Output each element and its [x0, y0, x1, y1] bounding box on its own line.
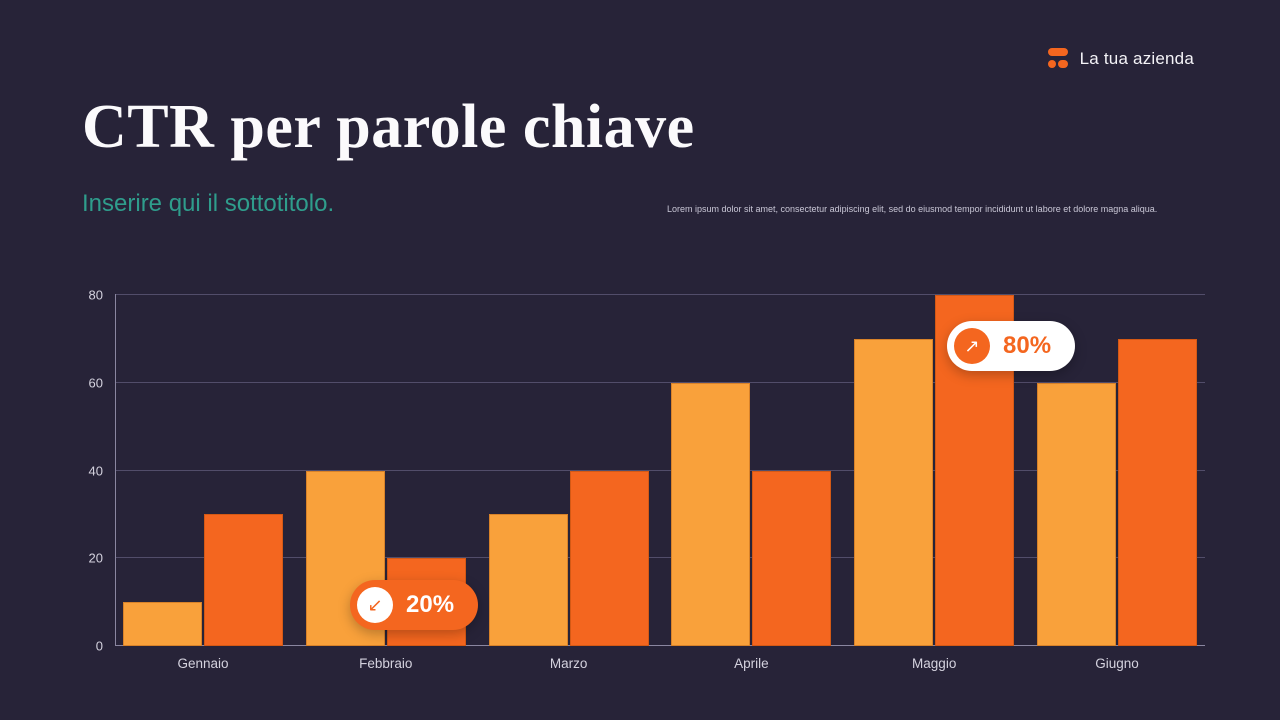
bar-group-giugno: Giugno	[1036, 295, 1197, 671]
annotation-badge-decrease: ↙ 20%	[350, 580, 479, 630]
header: La tua azienda	[1044, 48, 1194, 70]
subtitle: Inserire qui il sottotitolo.	[82, 190, 335, 217]
gridline-40	[115, 469, 1205, 471]
x-tick-label-febbraio: Febbraio	[359, 656, 413, 671]
y-tick-label-60: 60	[88, 375, 103, 391]
x-tick-label-marzo: Marzo	[549, 656, 588, 671]
bar-group-marzo: Marzo	[488, 295, 649, 671]
bar-serie-scura-aprile	[752, 470, 832, 646]
bar-serie-chiara-maggio	[854, 338, 934, 646]
bar-serie-scura-marzo	[569, 470, 649, 646]
y-tick-label-80: 80	[88, 287, 103, 303]
bar-serie-chiara-giugno	[1036, 382, 1116, 646]
page-title: CTR per parole chiave	[82, 93, 695, 161]
bar-group-aprile: Aprile	[671, 295, 832, 671]
description-text: Lorem ipsum dolor sit amet, consectetur …	[667, 204, 1158, 214]
arrow-up-right-icon: ↗	[954, 328, 990, 364]
x-tick-label-giugno: Giugno	[1095, 656, 1139, 671]
bar-serie-chiara-marzo	[488, 514, 568, 646]
company-logo-icon	[1044, 48, 1070, 70]
y-tick-label-20: 20	[88, 550, 103, 566]
bar-group-gennaio: Gennaio	[123, 295, 283, 671]
bar-serie-chiara-gennaio	[123, 602, 202, 646]
gridline-0	[115, 645, 1205, 646]
gridline-60	[115, 381, 1205, 383]
x-tick-label-maggio: Maggio	[912, 656, 957, 671]
y-tick-label-0: 0	[95, 638, 103, 654]
x-tick-label-gennaio: Gennaio	[177, 656, 229, 671]
y-axis-line	[115, 294, 116, 646]
annotation-badge-increase: ↗ 80%	[947, 321, 1076, 371]
annotation-label: 20%	[406, 591, 455, 618]
y-tick-label-40: 40	[88, 463, 103, 478]
bar-serie-scura-giugno	[1117, 338, 1197, 646]
bar-serie-chiara-aprile	[671, 382, 751, 646]
bar-chart: 0 20 40 60 80 Gennaio Febbraio Marzo Aprile Magg…	[89, 288, 1205, 671]
gridline-20	[115, 557, 1205, 559]
x-tick-label-aprile: Aprile	[734, 656, 769, 671]
annotation-label: 80%	[1003, 332, 1052, 359]
gridline-80	[115, 294, 1205, 295]
company-name: La tua azienda	[1079, 49, 1194, 68]
bar-serie-scura-gennaio	[204, 514, 283, 646]
arrow-down-left-icon: ↙	[357, 587, 393, 623]
